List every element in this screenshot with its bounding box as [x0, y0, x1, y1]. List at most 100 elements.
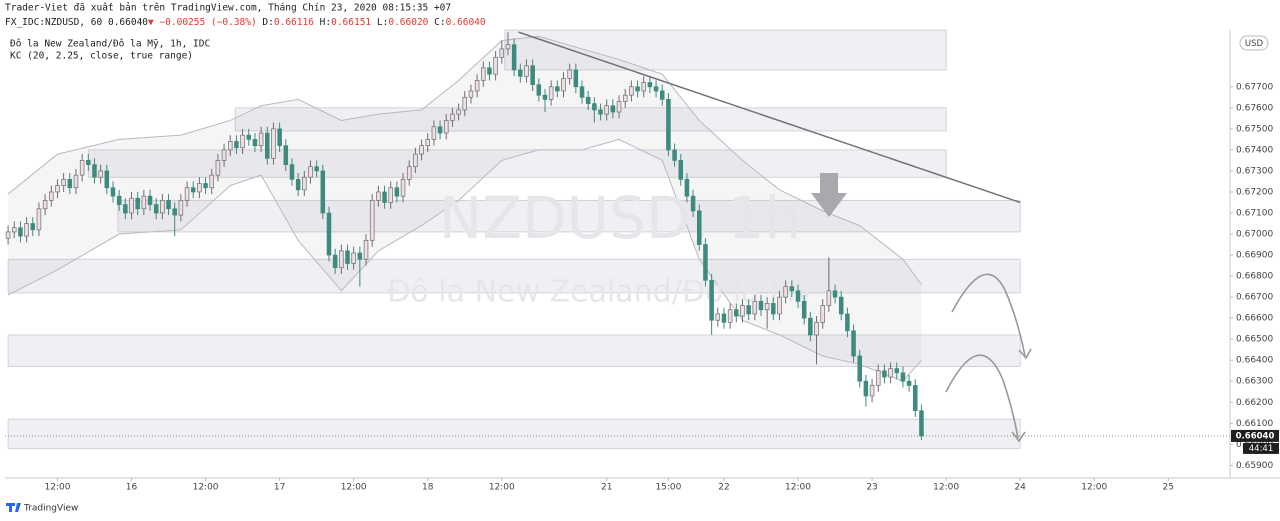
x-tick-label: 12:00 — [489, 483, 515, 493]
candle-body — [227, 141, 233, 151]
candle-body — [258, 132, 264, 147]
candle-body — [666, 99, 671, 151]
candle-body — [518, 69, 523, 77]
currency: USD — [1245, 39, 1264, 49]
candle-body — [123, 204, 128, 214]
x-tick-label: 21 — [601, 483, 612, 493]
candle-body — [147, 195, 153, 205]
candle-body — [740, 305, 745, 317]
x-tick-label: 12:00 — [341, 483, 367, 493]
candle-body — [357, 252, 363, 260]
candle-body — [678, 160, 684, 180]
x-tick-label: 12:00 — [1081, 483, 1107, 493]
candle-body — [172, 208, 177, 216]
y-tick-label: 0.66200 — [1236, 398, 1273, 408]
candle-body — [394, 187, 400, 197]
candle-body — [61, 178, 66, 186]
candle-body — [808, 317, 813, 336]
candle-body — [271, 128, 276, 159]
candle-body — [24, 223, 29, 237]
candle-body — [585, 96, 591, 104]
ohlc-label: H: — [320, 17, 331, 28]
candle-body — [5, 231, 11, 239]
candle-body — [314, 166, 319, 172]
candle-body — [709, 279, 714, 321]
logo — [6, 503, 21, 512]
y-tick-label: 0.66100 — [1236, 419, 1273, 429]
forecast-arrows — [945, 273, 1032, 443]
candle-body — [42, 200, 48, 210]
candle-body — [160, 200, 165, 214]
candle-body — [604, 105, 609, 115]
countdown: 44:41 — [1249, 444, 1274, 454]
x-tick-label: 25 — [1163, 483, 1174, 493]
x-tick-label: 23 — [866, 483, 877, 493]
candle-body — [345, 250, 350, 264]
x-tick-label: 17 — [274, 483, 285, 493]
candle-body — [592, 103, 597, 111]
candle-body — [289, 164, 295, 180]
candle-body — [129, 197, 134, 214]
candle-body — [548, 86, 554, 100]
y-tick-label: 0.67600 — [1236, 103, 1273, 113]
candle-body — [894, 368, 900, 374]
currency-badge[interactable] — [1239, 35, 1269, 51]
x-tick-label: 15:00 — [655, 483, 681, 493]
candle-body — [98, 170, 103, 178]
candle-body — [11, 227, 17, 233]
x-tick-label: 12:00 — [785, 483, 811, 493]
candle-body — [419, 145, 424, 155]
candle-body — [36, 208, 42, 231]
candle-body — [542, 94, 548, 100]
arrow-head — [1018, 348, 1032, 360]
candle-body — [659, 90, 665, 100]
candle-body — [838, 296, 844, 315]
candle-body — [672, 149, 677, 161]
arrow-head — [1011, 431, 1026, 443]
candle-body — [511, 44, 517, 71]
candle-body — [777, 296, 782, 315]
y-tick-label: 0.66800 — [1236, 272, 1273, 282]
candle-body — [116, 195, 122, 205]
candle-body — [629, 86, 634, 96]
candle-body — [913, 385, 918, 412]
candle-body — [715, 313, 721, 321]
candle-body — [721, 313, 727, 323]
candle-body — [388, 187, 393, 203]
candle-body — [302, 176, 307, 191]
candle-body — [55, 185, 60, 193]
ohlc-label: C: — [434, 17, 445, 28]
candle-body — [493, 56, 498, 75]
candle-body — [190, 187, 196, 193]
candle-body — [801, 300, 807, 319]
candle-body — [845, 313, 850, 332]
candle-body — [789, 286, 795, 292]
candle-body — [764, 303, 770, 311]
candle-body — [752, 300, 758, 315]
candle-body — [135, 197, 140, 210]
candle-body — [573, 69, 579, 88]
candle-body — [857, 355, 862, 382]
last-price-box — [1231, 429, 1279, 442]
candle-body — [530, 65, 535, 86]
y-tick-label: 0.66600 — [1236, 314, 1273, 324]
candle-body — [79, 160, 85, 176]
candle-body — [178, 200, 184, 216]
ohlc-value: 0.66020 — [388, 17, 428, 28]
candle-body — [882, 370, 887, 378]
candle-body — [863, 380, 869, 397]
zone — [7, 258, 1021, 294]
candle-body — [431, 126, 437, 140]
candle-body — [524, 65, 529, 77]
candle-body — [746, 305, 751, 315]
candle-body — [104, 170, 110, 189]
y-tick-label: 0.66700 — [1236, 293, 1273, 303]
candle-body — [771, 303, 776, 315]
candle-body — [561, 78, 566, 92]
watermark-name: Đô la New Zealand/Đô la Mỹ — [387, 275, 813, 310]
candle-body — [184, 187, 190, 201]
candle-body — [86, 160, 91, 165]
ohlc-value: 0.66116 — [274, 17, 314, 28]
candle-body — [203, 183, 208, 189]
